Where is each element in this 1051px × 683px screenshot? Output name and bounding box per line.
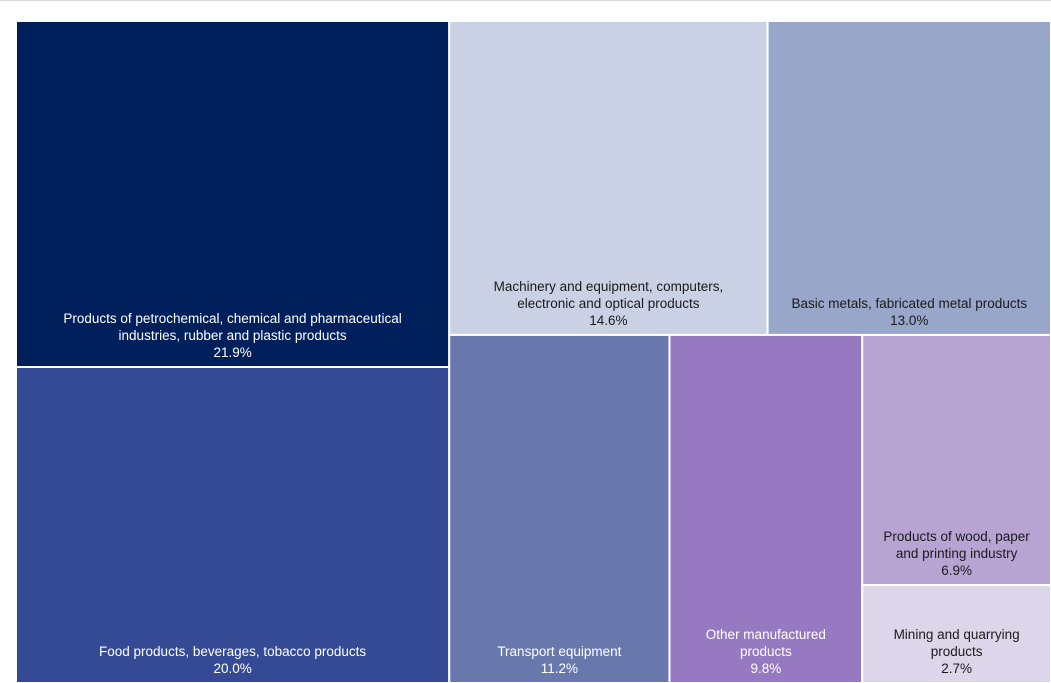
tile-rect-wood-paper-printing: [861, 333, 1051, 587]
tile-rect-other-manufactured: [668, 333, 864, 683]
tile-category-label: Mining and quarrying: [894, 627, 1020, 642]
tile-machinery-equipment: Machinery and equipment, computers, elect…: [448, 20, 769, 336]
tile-transport-equipment: Transport equipment 11.2%: [448, 333, 671, 683]
tile-other-manufactured: Other manufactured products 9.8%: [668, 333, 864, 683]
tile-category-label: Products of petrochemical, chemical and …: [63, 311, 401, 326]
tile-mining-quarrying: Mining and quarrying products 2.7%: [861, 584, 1051, 683]
tile-value-label: 9.8%: [750, 661, 781, 676]
tile-category-label: and printing industry: [896, 546, 1018, 561]
tile-rect-transport-equipment: [448, 333, 671, 683]
tile-value-label: 21.9%: [213, 345, 251, 360]
tile-value-label: 13.0%: [890, 313, 928, 328]
tile-value-label: 11.2%: [541, 661, 578, 676]
tile-category-label: Transport equipment: [497, 644, 621, 659]
tile-food-products: Food products, beverages, tobacco produc…: [15, 366, 451, 683]
tile-category-label: Basic metals, fabricated metal products: [791, 296, 1027, 311]
tile-value-label: 20.0%: [213, 661, 251, 676]
tile-category-label: Food products, beverages, tobacco produc…: [99, 644, 366, 659]
tile-category-label: electronic and optical products: [517, 296, 700, 311]
tile-category-label: Other manufactured: [706, 627, 826, 642]
tile-rect-petrochemical: [15, 20, 451, 369]
tile-value-label: 6.9%: [941, 563, 972, 578]
tile-rect-food-products: [15, 366, 451, 683]
tile-value-label: 14.6%: [589, 313, 627, 328]
tile-value-label: 2.7%: [941, 661, 972, 676]
tile-category-label: products: [740, 644, 792, 659]
tile-category-label: industries, rubber and plastic products: [119, 328, 347, 343]
tile-category-label: Products of wood, paper: [883, 529, 1030, 544]
tile-category-label: Machinery and equipment, computers,: [494, 279, 724, 294]
tile-petrochemical: Products of petrochemical, chemical and …: [15, 20, 451, 369]
tile-category-label: products: [931, 644, 983, 659]
tile-wood-paper-printing: Products of wood, paper and printing indu…: [861, 333, 1051, 587]
tile-rect-mining-quarrying: [861, 584, 1051, 683]
tile-rect-machinery-equipment: [448, 20, 769, 336]
tile-basic-metals: Basic metals, fabricated metal products 1…: [766, 20, 1051, 336]
tile-rect-basic-metals: [766, 20, 1051, 336]
